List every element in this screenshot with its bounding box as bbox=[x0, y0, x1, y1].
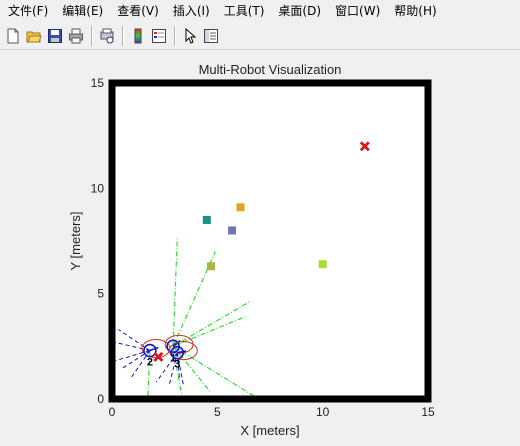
menu-item-1[interactable]: 编辑(E) bbox=[62, 4, 104, 18]
y-tick-label: 5 bbox=[97, 287, 104, 301]
robot-ray bbox=[113, 341, 151, 352]
toolbar bbox=[0, 22, 520, 50]
y-axis-label: Y [meters] bbox=[68, 211, 83, 270]
menu-item-7[interactable]: 帮助(H) bbox=[394, 4, 437, 18]
sensor-ray bbox=[172, 345, 256, 398]
y-tick-label: 0 bbox=[97, 392, 104, 406]
robot-ray bbox=[155, 352, 178, 383]
menu-item-2[interactable]: 查看(V) bbox=[117, 4, 159, 18]
robot-ray bbox=[168, 352, 178, 387]
toolbar-separator bbox=[122, 25, 124, 46]
object-marker bbox=[236, 203, 245, 212]
open-folder-icon[interactable] bbox=[24, 26, 44, 46]
toolbar-separator bbox=[91, 25, 93, 46]
x-tick-label: 5 bbox=[214, 405, 221, 419]
colorbar-icon[interactable] bbox=[128, 26, 148, 46]
save-icon[interactable] bbox=[45, 26, 65, 46]
robot-ray bbox=[118, 329, 151, 351]
print-icon[interactable] bbox=[66, 26, 86, 46]
chart-title: Multi-Robot Visualization bbox=[199, 62, 342, 77]
plot-svg: Multi-Robot Visualization 2 13 0 5 10 15 0 5 10… bbox=[68, 62, 435, 438]
menubar: 文件(F) 编辑(E) 查看(V) 插入(I) 工具(T) 桌面(D) 窗口(W) 帮助(H) bbox=[0, 0, 520, 22]
robot-ray bbox=[130, 350, 151, 379]
robot-marker bbox=[170, 345, 185, 360]
axes-frame bbox=[108, 79, 432, 403]
object-marker bbox=[228, 226, 237, 235]
sensor-ray bbox=[172, 301, 250, 347]
robot-heading bbox=[172, 339, 181, 347]
robot-label: 2 bbox=[147, 357, 153, 369]
x-axis-label: X [meters] bbox=[240, 423, 299, 438]
menu-item-6[interactable]: 窗口(W) bbox=[335, 4, 381, 18]
target-marker bbox=[359, 141, 370, 152]
robot-heading bbox=[149, 346, 159, 352]
sensor-ray bbox=[172, 346, 183, 395]
x-tick-label: 15 bbox=[421, 405, 435, 419]
legend-icon[interactable] bbox=[149, 26, 169, 46]
new-file-icon[interactable] bbox=[3, 26, 23, 46]
sensor-ray bbox=[147, 350, 151, 397]
property-editor-icon[interactable] bbox=[201, 26, 221, 46]
object-marker bbox=[207, 262, 216, 271]
robot-marker bbox=[143, 343, 157, 358]
sensor-ray bbox=[172, 236, 178, 347]
target-marker bbox=[153, 351, 164, 362]
object-marker bbox=[318, 260, 327, 269]
axes-area bbox=[112, 83, 428, 399]
x-tick-label: 0 bbox=[109, 405, 116, 419]
object-marker bbox=[202, 215, 211, 224]
menu-item-4[interactable]: 工具(T) bbox=[223, 4, 265, 18]
robot-ray bbox=[120, 350, 151, 370]
pointer-icon[interactable] bbox=[180, 26, 200, 46]
robot-ray bbox=[113, 350, 151, 362]
robot-label: 3 bbox=[174, 359, 180, 371]
robot-label: 1 bbox=[170, 352, 176, 364]
robot-orbit bbox=[168, 341, 198, 361]
toolbar-separator bbox=[174, 25, 176, 46]
robot-ray bbox=[176, 352, 185, 387]
menu-item-5[interactable]: 桌面(D) bbox=[278, 4, 322, 18]
x-tick-label: 10 bbox=[316, 405, 330, 419]
y-tick-label: 10 bbox=[91, 181, 105, 195]
robot-ray bbox=[176, 352, 180, 378]
print-preview-icon[interactable] bbox=[97, 26, 117, 46]
y-tick-label: 15 bbox=[91, 76, 105, 90]
menu-item-3[interactable]: 插入(I) bbox=[172, 4, 210, 18]
robot-heading bbox=[177, 350, 187, 354]
sensor-ray bbox=[172, 251, 216, 347]
menu-item-0[interactable]: 文件(F) bbox=[8, 4, 49, 18]
